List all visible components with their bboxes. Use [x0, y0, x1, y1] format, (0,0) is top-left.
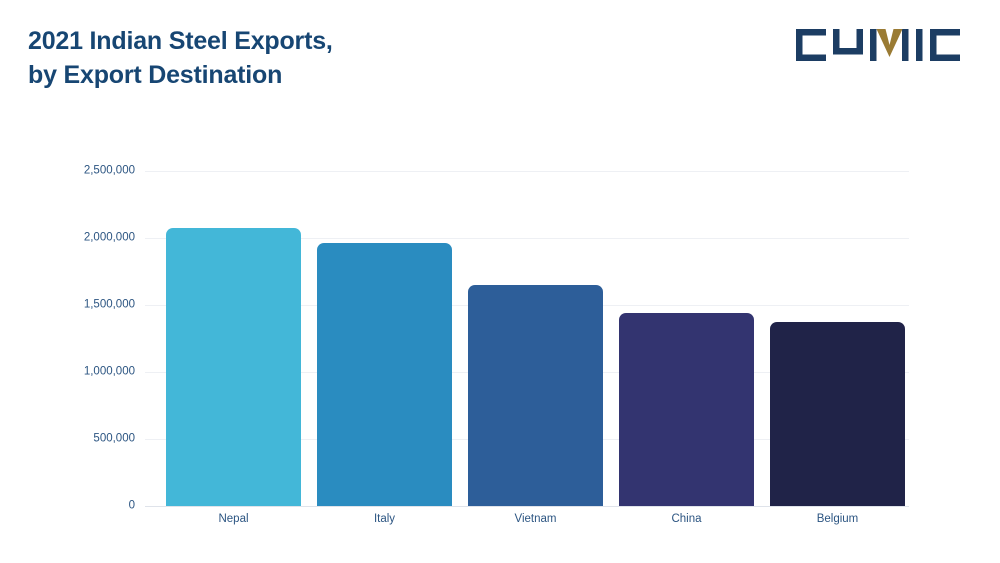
gridline-2000000: [145, 238, 909, 239]
x-axis-tick-label: Nepal: [218, 513, 249, 525]
slide-header: 2021 Indian Steel Exports, by Export Des…: [0, 0, 1000, 120]
y-axis-tick-label: 2,000,000: [83, 231, 135, 244]
y-axis-tick-label: 1,000,000: [83, 365, 135, 378]
bar-column[interactable]: Belgium: [770, 321, 905, 525]
y-axis-labels: 0 500,000 1,000,000 1,500,000 2,000,000 2,500…: [15, 0, 135, 563]
gridline-0: [145, 506, 909, 507]
x-axis-tick-label: Vietnam: [514, 513, 557, 525]
page-title: 2021 Indian Steel Exports, by Export Des…: [28, 27, 333, 89]
bar-column[interactable]: Italy: [317, 243, 452, 525]
gridline-2500000: [145, 171, 909, 172]
bar-belgium[interactable]: [770, 321, 905, 506]
bar-nepal[interactable]: [166, 227, 301, 506]
x-axis-tick-label: China: [671, 513, 702, 525]
y-axis-tick-label: 0: [128, 499, 135, 512]
x-axis-tick-label: Italy: [373, 513, 396, 525]
bar-column[interactable]: Nepal: [166, 227, 301, 525]
bar-column[interactable]: Vietnam: [468, 284, 603, 525]
bar-column[interactable]: China: [619, 313, 754, 525]
y-axis-tick-label: 1,500,000: [83, 298, 135, 311]
y-axis-tick-label: 2,500,000: [83, 164, 135, 177]
bar-china[interactable]: [619, 313, 754, 506]
y-axis-tick-label: 500,000: [93, 432, 135, 445]
x-axis-tick-label: Belgium: [816, 513, 859, 525]
bar-vietnam[interactable]: [468, 284, 603, 506]
cumic-logo: [792, 25, 964, 65]
bar-italy[interactable]: [317, 243, 452, 506]
